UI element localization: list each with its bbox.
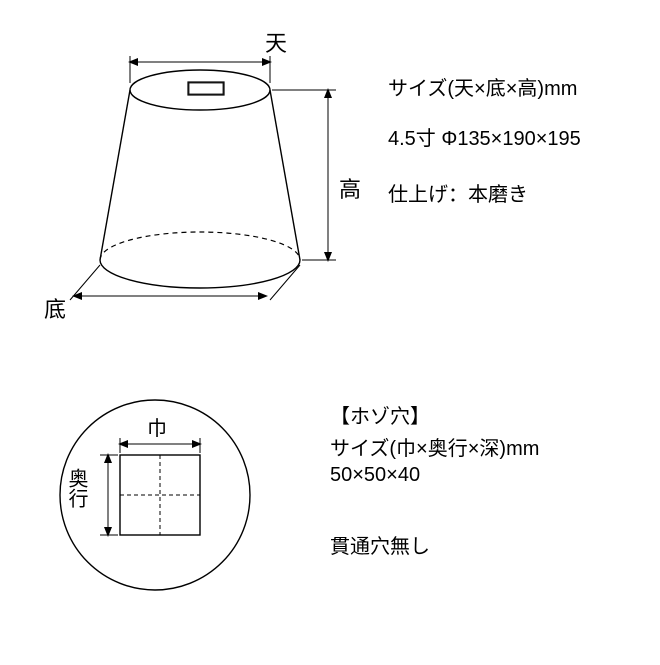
mortise-size-value: 50×50×40: [330, 464, 420, 487]
mortise-title: 【ホゾ穴】: [330, 400, 430, 429]
mortise-diagram: [0, 0, 320, 665]
spec-size-value: 4.5寸 Φ135×190×195: [388, 122, 581, 151]
mortise-square: [120, 455, 200, 535]
label-height: 高: [339, 172, 361, 204]
mortise-svg: [0, 0, 320, 660]
label-depth: 奥行: [62, 468, 91, 508]
spec-finish: 仕上げ：本磨き: [388, 178, 528, 207]
mortise-size-label: サイズ(巾×奥行×深)mm: [330, 432, 539, 461]
label-width: 巾: [147, 412, 167, 441]
spec-size-label: サイズ(天×底×高)mm: [388, 72, 577, 101]
mortise-through: 貫通穴無し: [330, 530, 430, 559]
